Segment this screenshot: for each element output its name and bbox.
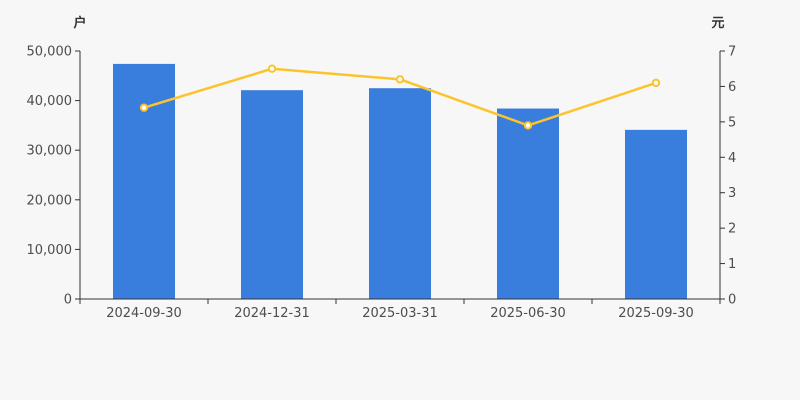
- line-marker: [139, 103, 149, 112]
- bar: [497, 108, 559, 299]
- bar: [369, 88, 431, 299]
- x-category-label: 2025-06-30: [490, 306, 566, 321]
- bar: [113, 63, 175, 300]
- right-tick-label: 1: [728, 257, 736, 272]
- x-category-label: 2024-12-31: [234, 306, 310, 321]
- left-tick-label: 10,000: [27, 243, 73, 258]
- line-marker: [267, 64, 277, 73]
- right-axis-name: 元: [711, 16, 724, 31]
- left-tick-label: 20,000: [27, 193, 73, 208]
- left-tick-label: 30,000: [27, 144, 73, 159]
- bar: [625, 129, 687, 299]
- bar: [241, 90, 303, 300]
- x-category-label: 2024-09-30: [106, 306, 182, 321]
- line-marker: [395, 75, 405, 84]
- left-axis-name: 户: [73, 15, 86, 31]
- right-tick-label: 0: [728, 293, 736, 308]
- left-tick-label: 40,000: [27, 94, 73, 109]
- right-tick-label: 5: [728, 115, 736, 130]
- line-marker: [651, 78, 661, 88]
- left-tick-label: 50,000: [27, 45, 73, 60]
- right-tick-label: 3: [728, 186, 736, 201]
- x-category-label: 2025-03-31: [362, 306, 438, 321]
- right-tick-label: 6: [728, 80, 736, 95]
- right-tick-label: 4: [728, 151, 736, 166]
- plot-area: 0 10,000 20,000 30,000 40,000 50,000 0 1 2 3 4 5 6 7 2…: [27, 45, 737, 322]
- right-tick-label: 2: [728, 222, 736, 237]
- left-tick-label: 0: [64, 293, 72, 308]
- x-category-label: 2025-09-30: [618, 306, 694, 321]
- right-tick-label: 7: [728, 45, 736, 60]
- line-marker: [523, 121, 533, 130]
